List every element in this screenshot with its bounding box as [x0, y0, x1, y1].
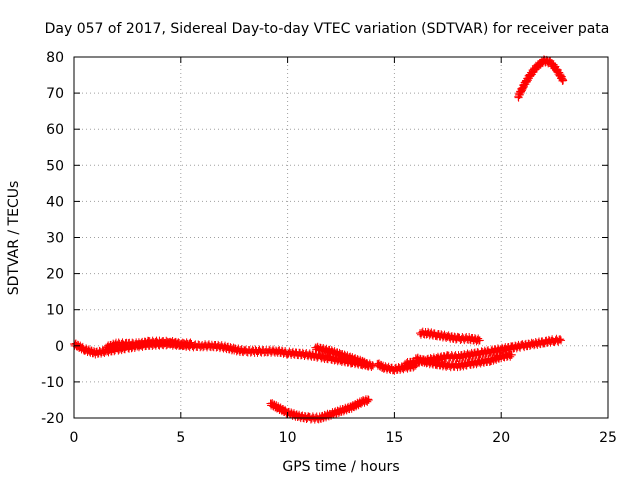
data-point: [362, 397, 371, 406]
x-tick-label: 5: [176, 430, 185, 446]
x-tick-label: 25: [599, 430, 617, 446]
y-axis-label: SDTVAR / TECUs: [6, 181, 22, 296]
data-point: [475, 336, 484, 345]
data-point: [364, 361, 373, 370]
x-tick-label: 15: [385, 430, 403, 446]
series-arc-high: [514, 55, 568, 102]
y-tick-label: 20: [46, 267, 64, 283]
y-tick-label: -20: [41, 411, 64, 427]
series-arc-upper-mid: [102, 336, 196, 353]
x-axis-ticks: 0 5 10 15 20 25: [70, 57, 617, 446]
y-tick-label: 40: [46, 194, 64, 210]
data-point: [364, 395, 373, 404]
data-point: [474, 334, 483, 343]
data-point: [368, 361, 377, 370]
y-tick-label: 60: [46, 122, 64, 138]
y-tick-label: 80: [46, 50, 64, 66]
data-marks: [70, 55, 568, 424]
data-point: [187, 339, 196, 348]
series-arc-evening-b: [411, 349, 516, 372]
y-tick-label: 10: [46, 303, 64, 319]
data-point: [364, 362, 373, 371]
chart-title: Day 057 of 2017, Sidereal Day-to-day VTE…: [45, 21, 610, 37]
y-tick-label: 70: [46, 86, 64, 102]
data-point: [555, 335, 564, 344]
data-point: [506, 352, 515, 361]
data-point: [364, 395, 373, 404]
x-tick-label: 10: [279, 430, 297, 446]
series-arc-side: [311, 342, 373, 371]
x-axis-label: GPS time / hours: [282, 459, 399, 475]
data-point: [186, 338, 195, 347]
y-tick-label: 30: [46, 231, 64, 247]
data-point: [556, 335, 565, 344]
x-tick-label: 20: [492, 430, 510, 446]
y-tick-label: 0: [55, 339, 64, 355]
y-tick-label: 50: [46, 158, 64, 174]
data-point: [559, 76, 568, 85]
y-tick-label: -10: [41, 375, 64, 391]
series-arc-upper-right: [416, 327, 484, 346]
y-axis-ticks: -20 -10 0 10 20 30 40 50 60 70 80: [41, 50, 608, 427]
x-tick-label: 0: [70, 430, 79, 446]
series-arc-dip: [266, 395, 373, 424]
data-point: [507, 350, 516, 359]
data-point: [557, 336, 566, 345]
